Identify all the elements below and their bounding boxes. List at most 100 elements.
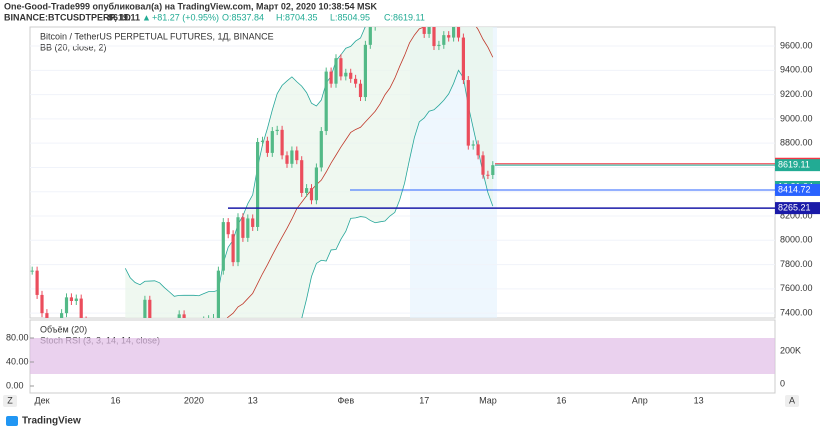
candle xyxy=(148,299,152,318)
candle xyxy=(74,298,78,302)
candle xyxy=(251,218,255,227)
candle xyxy=(285,155,289,164)
y-tick-label: 7600.00 xyxy=(780,283,813,293)
candle xyxy=(45,313,49,318)
bollinger-fill xyxy=(125,27,493,318)
candle xyxy=(422,27,426,34)
candle xyxy=(35,270,39,295)
y-tick-label: 9400.00 xyxy=(780,65,813,75)
change-arrow: ▲ xyxy=(142,12,151,22)
candle xyxy=(270,131,274,153)
price-tag-label: 8619.11 xyxy=(778,160,810,170)
symbol: BINANCE:BTCUSDTPERP, 1D xyxy=(4,12,131,22)
y-tick-label: 8800.00 xyxy=(780,138,813,148)
candle xyxy=(265,140,269,153)
chart-title: Bitcoin / TetherUS PERPETUAL FUTURES, 1Д… xyxy=(40,31,274,41)
candle xyxy=(275,129,279,132)
candle xyxy=(368,27,372,45)
candle xyxy=(442,35,446,45)
open: O:8537.84 xyxy=(222,12,264,22)
candle xyxy=(182,314,186,318)
candle xyxy=(314,167,318,201)
candle xyxy=(358,83,363,98)
zoom-button[interactable] xyxy=(3,395,17,407)
candle xyxy=(354,78,358,84)
last-price: 8619.11 xyxy=(108,12,140,22)
candle xyxy=(319,131,323,168)
y-tick-label: 8000.00 xyxy=(780,235,813,245)
candle xyxy=(456,27,461,38)
candle xyxy=(69,297,73,302)
volume-label: Объём (20) xyxy=(40,324,87,334)
x-tick-label: 17 xyxy=(419,395,429,405)
price-tag xyxy=(775,183,820,196)
x-tick-label: 13 xyxy=(694,395,704,405)
auto-label[interactable]: A xyxy=(789,395,795,405)
candle xyxy=(216,270,220,318)
y-tick-label: 9600.00 xyxy=(780,40,813,50)
price-tag-label: 8265.21 xyxy=(778,202,811,212)
candle xyxy=(447,35,451,38)
candle xyxy=(64,297,69,314)
x-tick-label: Мар xyxy=(479,395,497,405)
candle xyxy=(256,141,260,227)
price-tag xyxy=(775,202,820,215)
y-tick-label: 8200.00 xyxy=(780,210,813,220)
candle xyxy=(60,313,64,318)
candle xyxy=(236,217,240,263)
close: C:8619.11 xyxy=(384,12,425,22)
candle xyxy=(241,217,245,238)
bollinger-upper xyxy=(124,27,366,297)
publisher-line: One-Good-Trade999 опубликовал(а) на Trad… xyxy=(4,1,377,11)
change: +81.27 (+0.95%) xyxy=(152,12,219,22)
candle xyxy=(363,44,367,98)
candle xyxy=(221,222,225,271)
low: L:8504.95 xyxy=(330,12,370,22)
x-tick-label: Фев xyxy=(337,395,354,405)
candle xyxy=(300,160,304,193)
x-tick-label: 13 xyxy=(248,395,258,405)
candle xyxy=(452,27,456,38)
candle xyxy=(476,144,480,156)
candle xyxy=(334,58,338,84)
price-tag-label: 8414.72 xyxy=(778,184,811,194)
y-tick-label: 7800.00 xyxy=(780,259,813,269)
bollinger-lower xyxy=(301,69,494,318)
candle xyxy=(79,298,83,318)
candle xyxy=(379,10,382,22)
x-tick-label: 16 xyxy=(556,395,566,405)
x-tick-label: 16 xyxy=(110,395,120,405)
candle xyxy=(339,58,343,77)
y-tick-label: 9000.00 xyxy=(780,113,813,123)
candle xyxy=(246,218,250,238)
candle xyxy=(295,150,299,161)
candle xyxy=(324,71,328,132)
x-tick-label: 2020 xyxy=(184,395,204,405)
y-tick-label: 9200.00 xyxy=(780,89,813,99)
candle xyxy=(280,129,284,156)
zoom-label[interactable]: Z xyxy=(7,395,13,405)
stoch-tick-label: 80.00 xyxy=(6,332,29,342)
candle xyxy=(329,71,333,84)
candle xyxy=(486,174,490,176)
price-tag xyxy=(775,159,820,172)
stoch-tick-label: 0.00 xyxy=(6,380,24,390)
candle xyxy=(344,72,348,77)
candle xyxy=(231,234,235,263)
candle xyxy=(177,314,181,318)
candle xyxy=(40,294,44,314)
candle xyxy=(290,150,294,164)
volume-tick-label: 0 xyxy=(780,378,785,388)
candle xyxy=(471,144,475,146)
auto-button[interactable] xyxy=(785,395,799,407)
candle xyxy=(374,22,377,27)
price-plot xyxy=(30,0,775,318)
stoch-band xyxy=(30,338,775,374)
candle xyxy=(413,0,416,10)
x-tick-label: Апр xyxy=(632,395,648,405)
candle xyxy=(349,72,353,79)
logo: TradingView xyxy=(22,416,81,427)
candle xyxy=(260,140,265,142)
